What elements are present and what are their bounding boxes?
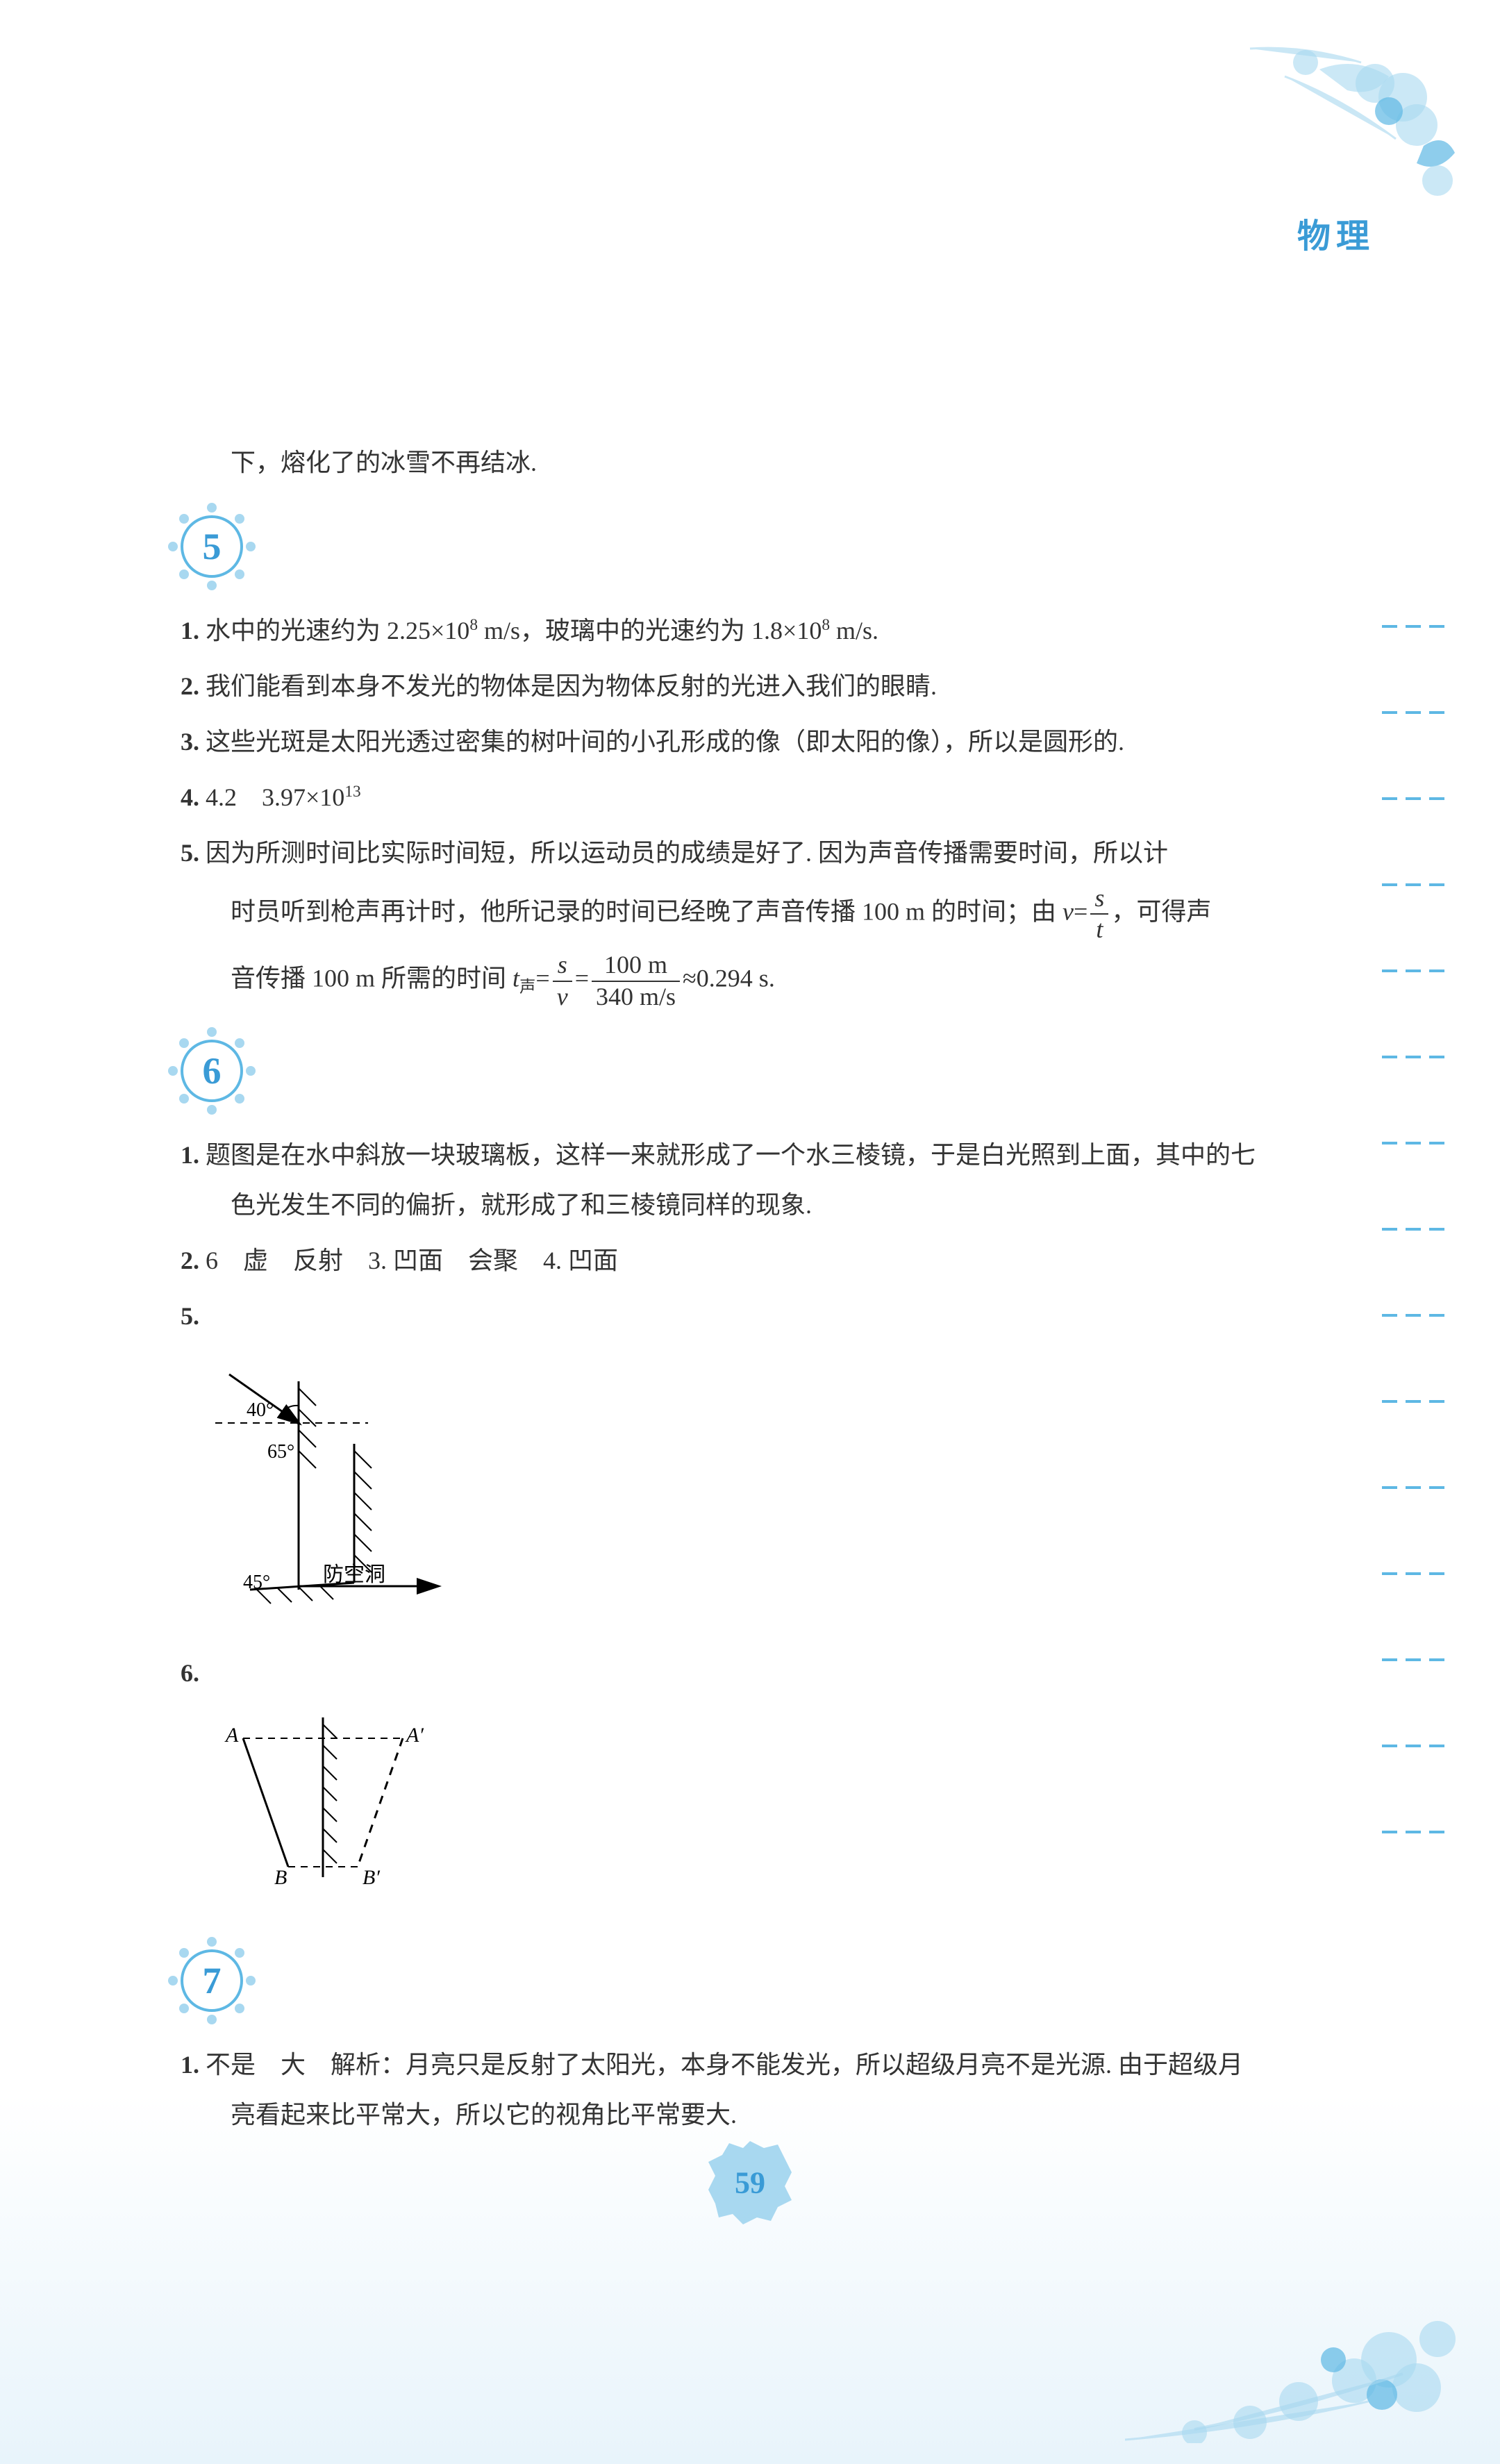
section-number: 5 <box>181 515 243 578</box>
s5-item5-formula: 音传播 100 m 所需的时间 t声=sv=100 m340 m/s≈0.294… <box>181 950 1264 1011</box>
margin-dashes <box>1382 625 1444 1917</box>
s6-item1: 1. 题图是在水中斜放一块玻璃板，这样一来就形成了一个水三棱镜，于是白光照到上面… <box>181 1130 1264 1230</box>
s6-item5: 5. <box>181 1291 1264 1341</box>
s5-item5: 5. 因为所测时间比实际时间短，所以运动员的成绩是好了. 因为声音传播需要时间，… <box>181 828 1264 878</box>
section-badge-7: 7 <box>167 1936 257 2026</box>
page-number: 59 <box>735 2165 765 2201</box>
label-B: B <box>274 1866 287 1889</box>
s5-item1: 1. 水中的光速约为 2.25×108 m/s，玻璃中的光速约为 1.8×108… <box>181 606 1264 656</box>
s6-item2: 2. 6 虚 反射 3. 凹面 会聚 4. 凹面 <box>181 1235 1264 1285</box>
s7-item1: 1. 不是 大 解析：月亮只是反射了太阳光，本身不能发光，所以超级月亮不是光源.… <box>181 2040 1264 2140</box>
diagram-6-mirror: A B A′ B′ <box>208 1710 444 1891</box>
angle-65: 65° <box>267 1441 294 1463</box>
s5-item5-cont: 时员听到枪声再计时，他所记录的时间已经晚了声音传播 100 m 的时间；由 v=… <box>181 883 1264 944</box>
diagram-5-reflection: 40° 65° 45° <box>208 1354 458 1617</box>
s5-item2: 2. 我们能看到本身不发光的物体是因为物体反射的光进入我们的眼睛. <box>181 661 1264 711</box>
label-Ap: A′ <box>405 1724 424 1747</box>
s5-item3: 3. 这些光斑是太阳光透过密集的树叶间的小孔形成的像（即太阳的像），所以是圆形的… <box>181 717 1264 767</box>
intro-line: 下，熔化了的冰雪不再结冰. <box>181 438 1264 488</box>
angle-45: 45° <box>243 1572 270 1593</box>
page-number-badge: 59 <box>705 2138 795 2228</box>
angle-40: 40° <box>247 1399 274 1421</box>
label-A: A <box>224 1724 239 1747</box>
section-badge-5: 5 <box>167 501 257 592</box>
label-tunnel: 防空洞 <box>323 1563 385 1586</box>
label-Bp: B′ <box>362 1866 380 1889</box>
s6-item6: 6. <box>181 1648 1264 1698</box>
section-number: 7 <box>181 1949 243 2012</box>
decoration-bottom <box>1056 2165 1472 2443</box>
section-badge-6: 6 <box>167 1026 257 1116</box>
s5-item4: 4. 4.2 3.97×1013 <box>181 772 1264 822</box>
main-content: 下，熔化了的冰雪不再结冰. 5 1. 水中的光速约为 2.25×108 m/s，… <box>181 438 1264 2145</box>
section-number: 6 <box>181 1040 243 1102</box>
subject-label: 物理 <box>1297 208 1375 257</box>
